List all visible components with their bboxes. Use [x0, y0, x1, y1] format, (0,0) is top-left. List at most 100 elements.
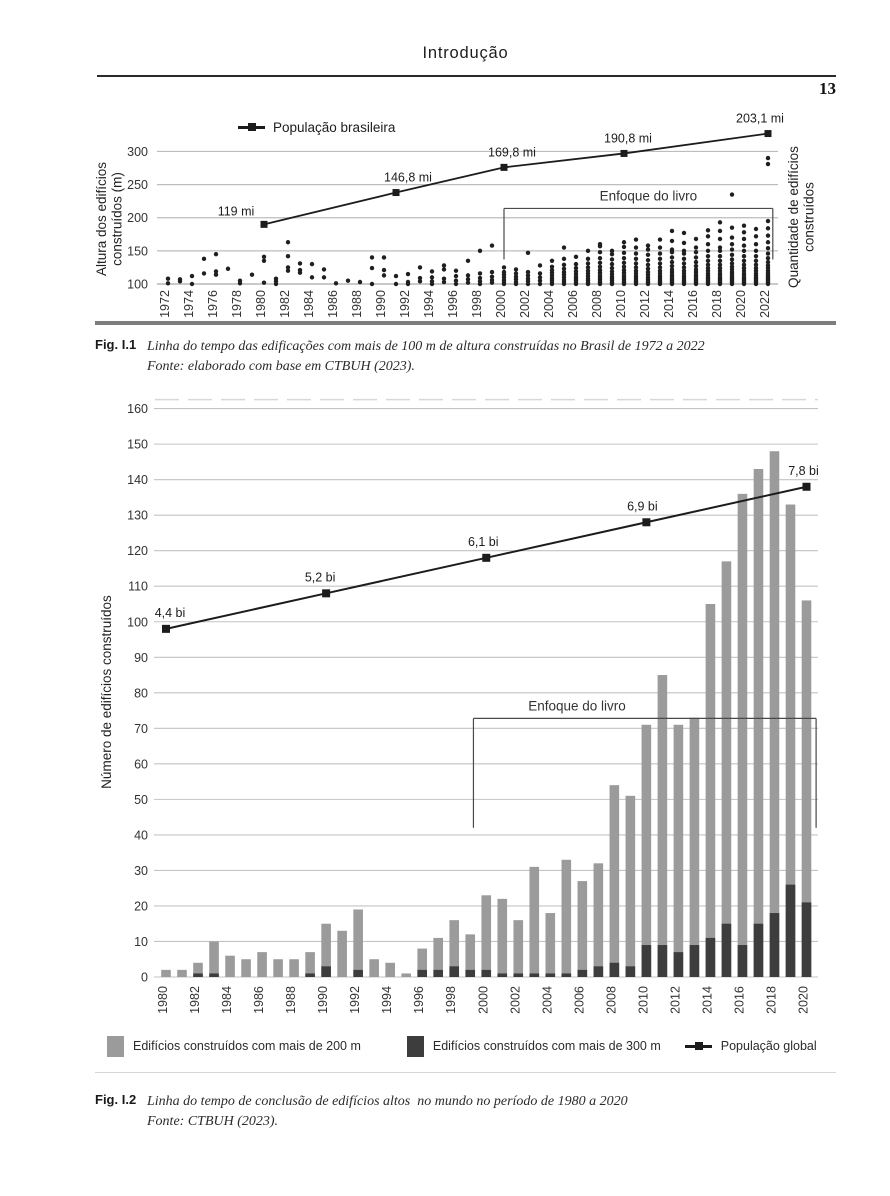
- svg-text:1974: 1974: [182, 290, 196, 318]
- svg-text:7,8 bi: 7,8 bi: [788, 464, 819, 478]
- svg-text:2022: 2022: [758, 290, 772, 318]
- legend-swatch-200m: [107, 1035, 124, 1057]
- fig2-x-axis-labels: 1980 1982 1984 1986 1988 1990 1992 1994 1996 1998…: [156, 986, 811, 1014]
- svg-text:2000: 2000: [494, 290, 508, 318]
- fig1-caption-text: Linha do tempo das edificações com mais …: [147, 339, 705, 374]
- svg-text:2000: 2000: [476, 986, 490, 1014]
- svg-text:1986: 1986: [326, 290, 340, 318]
- fig1-gridlines: 100 150 200 250 300: [127, 145, 778, 292]
- svg-text:2004: 2004: [542, 290, 556, 318]
- legend-swatch-300m: [406, 1035, 424, 1057]
- svg-text:Número de edifícios construído: Número de edifícios construídos: [99, 595, 114, 789]
- svg-text:119 mi: 119 mi: [218, 204, 255, 218]
- fig1-left-axis-title: Altura dos edifícios construídos (m): [94, 162, 125, 276]
- svg-text:150: 150: [127, 438, 148, 452]
- svg-text:146,8 mi: 146,8 mi: [384, 171, 432, 185]
- svg-text:construídos: construídos: [802, 182, 817, 252]
- fig1-right-axis-title: Quantidade de edifícios construídos: [786, 146, 817, 288]
- legend-rule: [95, 1072, 836, 1073]
- svg-text:250: 250: [127, 178, 148, 192]
- svg-text:1990: 1990: [374, 290, 388, 318]
- header-rule: [97, 75, 836, 77]
- svg-text:1998: 1998: [470, 290, 484, 318]
- fig1-annotation-bracket: [503, 207, 774, 260]
- svg-text:2008: 2008: [590, 290, 604, 318]
- svg-text:1990: 1990: [316, 986, 330, 1014]
- figure-divider: [95, 321, 836, 325]
- fig1-scatter-points: [165, 155, 771, 287]
- svg-text:169,8 mi: 169,8 mi: [488, 145, 536, 159]
- svg-text:Enfoque do livro: Enfoque do livro: [528, 698, 626, 713]
- svg-text:2018: 2018: [764, 986, 778, 1014]
- fig2-population-line: 4,4 bi 5,2 bi 6,1 bi 6,9 bi 7,8 bi: [155, 464, 819, 633]
- legend-label-300m: Edifícios construídos com mais de 300 m: [432, 1039, 661, 1053]
- fig1-caption: Fig. I.1 Linha do tempo das edificações c…: [95, 337, 795, 377]
- svg-text:4,4 bi: 4,4 bi: [155, 606, 186, 620]
- svg-text:2002: 2002: [518, 290, 532, 318]
- svg-text:30: 30: [134, 864, 148, 878]
- svg-text:1988: 1988: [284, 986, 298, 1014]
- fig2-annotation-bracket: [472, 717, 817, 828]
- svg-text:20: 20: [134, 899, 148, 913]
- fig2-y-axis-title: Número de edifícios construídos: [99, 595, 114, 789]
- svg-text:5,2 bi: 5,2 bi: [305, 570, 336, 584]
- svg-text:Altura dos edifícios: Altura dos edifícios: [94, 162, 109, 276]
- svg-text:2012: 2012: [668, 986, 682, 1014]
- svg-text:2006: 2006: [566, 290, 580, 318]
- legend-label-200m: Edifícios construídos com mais de 200 m: [133, 1039, 361, 1053]
- svg-text:1994: 1994: [380, 986, 394, 1014]
- svg-text:70: 70: [134, 722, 148, 736]
- svg-text:2002: 2002: [508, 986, 522, 1014]
- svg-text:150: 150: [127, 244, 148, 258]
- svg-text:6,9 bi: 6,9 bi: [627, 499, 658, 513]
- svg-text:1982: 1982: [278, 290, 292, 318]
- svg-text:120: 120: [127, 544, 148, 558]
- svg-text:2006: 2006: [572, 986, 586, 1014]
- bars-200m: [161, 451, 812, 978]
- svg-text:1984: 1984: [220, 986, 234, 1014]
- svg-text:2016: 2016: [732, 986, 746, 1014]
- svg-text:2012: 2012: [638, 290, 652, 318]
- svg-text:2016: 2016: [686, 290, 700, 318]
- fig2-chart: 0 10 20 30 40 50 60 70 80 90 100 110 120 130 140 150 160…: [99, 398, 819, 1014]
- svg-text:6,1 bi: 6,1 bi: [468, 535, 499, 549]
- svg-text:90: 90: [134, 651, 148, 665]
- svg-text:2010: 2010: [614, 290, 628, 318]
- population-line-marker-icon: [238, 122, 265, 131]
- svg-text:1996: 1996: [412, 986, 426, 1014]
- svg-text:1980: 1980: [156, 986, 170, 1014]
- svg-text:203,1 mi: 203,1 mi: [736, 112, 784, 126]
- svg-text:1992: 1992: [348, 986, 362, 1014]
- svg-text:0: 0: [141, 971, 148, 985]
- page-header-title: Introdução: [422, 44, 509, 62]
- svg-text:2004: 2004: [540, 986, 554, 1014]
- svg-text:190,8 mi: 190,8 mi: [604, 131, 652, 145]
- fig1-legend: População brasileira: [238, 118, 395, 136]
- fig2-legend: Edifícios construídos com mais de 200 m …: [107, 1034, 817, 1058]
- svg-text:1988: 1988: [350, 290, 364, 318]
- fig1-x-axis-labels: 1972 1974 1976 1978 1980 1982 1984 1986 1988 1990…: [158, 290, 772, 318]
- svg-text:2020: 2020: [797, 986, 811, 1014]
- svg-text:110: 110: [128, 580, 148, 594]
- bars-300m: [193, 884, 812, 977]
- svg-text:1992: 1992: [398, 290, 412, 318]
- svg-text:1980: 1980: [254, 290, 268, 318]
- fig1-label: Fig. I.1: [95, 337, 137, 352]
- svg-text:Quantidade de edifícios: Quantidade de edifícios: [786, 146, 801, 288]
- fig1-legend-label: População brasileira: [273, 119, 396, 135]
- svg-text:160: 160: [127, 402, 148, 416]
- svg-text:60: 60: [134, 757, 148, 771]
- svg-text:1982: 1982: [188, 986, 202, 1014]
- svg-text:1978: 1978: [230, 290, 244, 318]
- fig1-population-line: 119 mi 146,8 mi 169,8 mi 190,8 mi 203,1 mi: [218, 112, 784, 228]
- svg-text:80: 80: [134, 686, 148, 700]
- page-number: 13: [819, 79, 836, 98]
- svg-text:2008: 2008: [604, 986, 618, 1014]
- svg-text:2014: 2014: [700, 986, 714, 1014]
- svg-text:1998: 1998: [444, 986, 458, 1014]
- svg-text:130: 130: [127, 509, 148, 523]
- svg-text:1976: 1976: [206, 290, 220, 318]
